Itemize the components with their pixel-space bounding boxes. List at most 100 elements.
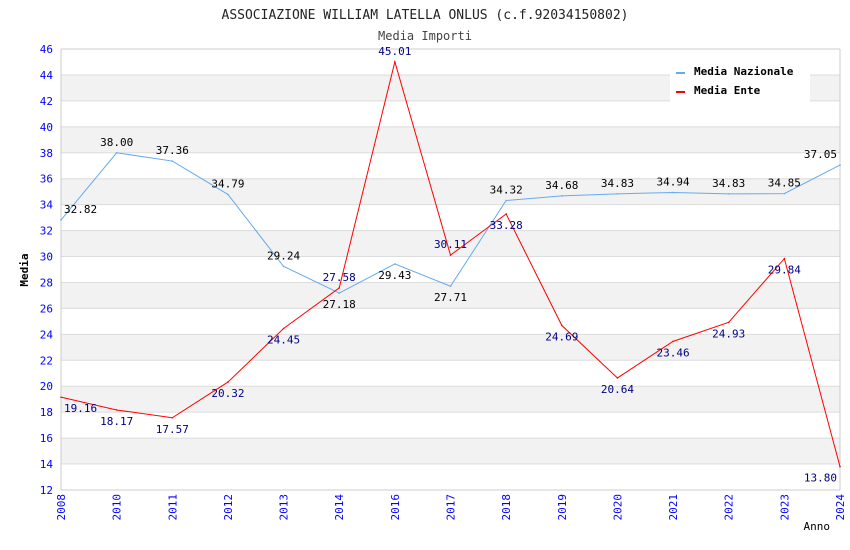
y-tick-label: 38 <box>40 147 53 160</box>
data-point <box>560 324 563 327</box>
y-tick-label: 22 <box>40 354 53 367</box>
y-tick-label: 32 <box>40 225 53 238</box>
data-label: 33.28 <box>490 219 523 232</box>
data-point <box>115 151 118 154</box>
data-point <box>338 287 341 289</box>
legend: Media Nazionale Media Ente <box>670 60 810 102</box>
legend-swatch-ente <box>676 91 685 93</box>
data-point <box>171 416 174 419</box>
y-tick-label: 26 <box>40 302 53 315</box>
data-label: 45.01 <box>378 45 411 58</box>
data-point <box>727 193 730 195</box>
data-point <box>394 263 396 265</box>
y-tick-label: 16 <box>40 432 53 445</box>
x-tick-label: 2023 <box>778 494 791 521</box>
data-label: 24.45 <box>267 334 300 347</box>
x-tick-label: 2010 <box>111 494 124 521</box>
data-label: 19.16 <box>64 402 97 415</box>
data-point <box>783 192 786 195</box>
legend-label-ente: Media Ente <box>694 84 761 97</box>
x-tick-label: 2016 <box>389 494 402 521</box>
data-label: 34.83 <box>601 177 634 190</box>
x-tick-label: 2013 <box>278 494 291 521</box>
data-point <box>727 321 730 324</box>
x-tick-label: 2017 <box>445 494 458 521</box>
data-point <box>60 219 62 221</box>
grid-band <box>61 230 840 257</box>
data-label: 29.24 <box>267 249 300 262</box>
data-point <box>60 396 62 398</box>
data-point <box>394 61 396 63</box>
data-point <box>505 199 507 202</box>
y-axis-label: Media <box>18 253 31 286</box>
data-point <box>227 381 229 383</box>
data-point <box>282 327 285 330</box>
series-line-nazionale <box>60 152 841 294</box>
data-point <box>449 254 452 256</box>
grid-band <box>61 386 840 413</box>
data-point <box>505 213 507 215</box>
data-label: 24.69 <box>545 330 578 343</box>
x-tick-label: 2014 <box>333 494 346 521</box>
data-label: 24.93 <box>712 327 745 340</box>
data-point <box>839 465 841 468</box>
y-tick-label: 40 <box>40 121 53 134</box>
data-label: 29.43 <box>378 269 411 282</box>
data-label: 34.85 <box>768 177 801 190</box>
data-point <box>227 193 229 196</box>
data-label: 37.05 <box>804 148 837 161</box>
data-label: 27.18 <box>323 298 356 311</box>
data-point <box>449 285 452 288</box>
x-tick-label: 2011 <box>166 494 179 521</box>
legend-swatch-nazionale <box>676 72 685 74</box>
data-label: 18.17 <box>100 415 133 428</box>
y-tick-label: 30 <box>40 251 53 264</box>
y-tick-label: 44 <box>40 69 54 82</box>
chart-subtitle: Media Importi <box>378 29 472 43</box>
y-tick-label: 20 <box>40 380 53 393</box>
y-tick-label: 36 <box>40 173 53 186</box>
x-axis-label: Anno <box>804 520 831 533</box>
grid-band <box>61 334 840 361</box>
data-point <box>282 265 285 268</box>
data-point <box>616 377 619 379</box>
y-tick-label: 28 <box>40 276 53 289</box>
data-label: 34.83 <box>712 177 745 190</box>
data-label: 30.11 <box>434 238 467 251</box>
y-tick-label: 34 <box>40 199 54 212</box>
legend-label-nazionale: Media Nazionale <box>694 65 794 78</box>
x-tick-label: 2012 <box>222 494 235 521</box>
data-label: 27.71 <box>434 291 467 304</box>
x-tick-label: 2008 <box>55 494 68 521</box>
data-label: 20.64 <box>601 383 634 396</box>
data-label: 23.46 <box>657 346 690 359</box>
data-point <box>839 164 841 166</box>
x-tick-label: 2020 <box>611 494 624 521</box>
data-point <box>338 292 341 294</box>
data-point <box>171 160 174 162</box>
x-tick-label: 2022 <box>723 494 736 521</box>
y-tick-label: 46 <box>40 43 53 56</box>
grid-band <box>61 126 840 153</box>
data-label: 34.79 <box>211 177 244 190</box>
data-label: 27.58 <box>323 271 356 284</box>
grid-band <box>61 438 840 465</box>
data-label: 32.82 <box>64 203 97 216</box>
data-point <box>560 195 563 197</box>
data-point <box>115 409 118 411</box>
data-label: 34.94 <box>657 175 690 188</box>
data-label: 34.68 <box>545 179 578 192</box>
y-tick-label: 42 <box>40 95 53 108</box>
data-point <box>672 340 674 343</box>
data-label: 17.57 <box>156 423 189 436</box>
x-tick-label: 2024 <box>834 494 847 521</box>
data-label: 38.00 <box>100 136 133 149</box>
x-tick-label: 2021 <box>667 494 680 521</box>
data-point <box>616 193 619 195</box>
x-tick-label: 2019 <box>556 494 569 521</box>
chart-title: ASSOCIAZIONE WILLIAM LATELLA ONLUS (c.f.… <box>222 8 629 23</box>
data-point <box>783 257 786 260</box>
data-label: 13.80 <box>804 472 837 485</box>
